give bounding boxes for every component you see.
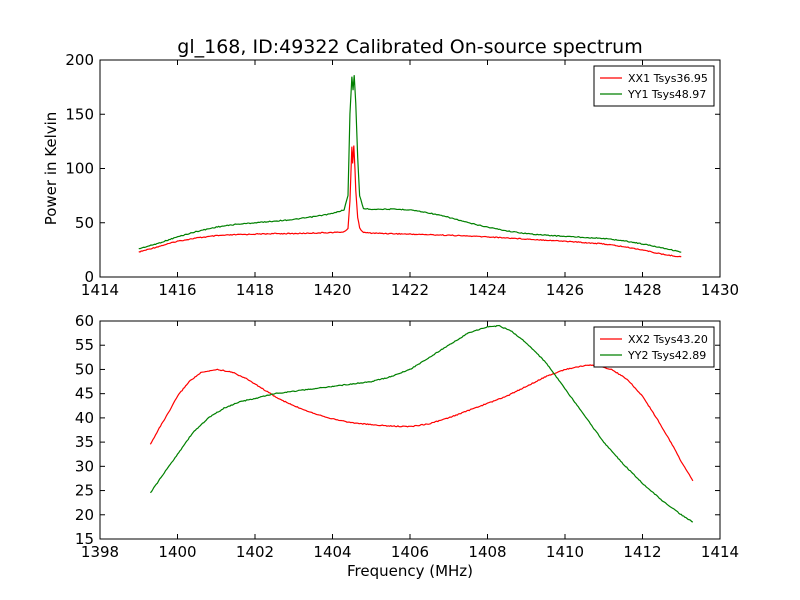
y-tick-label: 35 (75, 433, 94, 451)
series-line-top-0 (138, 145, 682, 258)
x-tick-label: 1412 (623, 543, 661, 561)
x-tick-label: 1422 (391, 281, 429, 299)
x-tick-label: 1414 (81, 281, 119, 299)
bottom-x-axis-label: Frequency (MHz) (347, 562, 473, 580)
bottom-spectrum-panel: 1398 1400 1402 1404 1406 1408 1410 1412 1414 15 20… (75, 312, 739, 580)
x-tick-label: 1424 (468, 281, 506, 299)
x-tick-label: 1402 (236, 543, 274, 561)
series-line-top-1 (138, 75, 682, 253)
legend-entry-label: XX1 Tsys36.95 (628, 72, 708, 85)
y-tick-label: 55 (75, 336, 94, 354)
top-y-axis-label: Power in Kelvin (42, 112, 60, 226)
y-tick-label: 15 (75, 530, 94, 548)
bottom-legend: XX2 Tsys43.20 YY2 Tsys42.89 (593, 326, 715, 368)
x-tick-label: 1426 (546, 281, 584, 299)
x-tick-label: 1416 (158, 281, 196, 299)
y-tick-label: 150 (65, 105, 94, 123)
top-axis-ticks: 1414 1416 1418 1420 1422 1424 1426 1428 1430 0 50 1… (65, 51, 739, 299)
legend-box (593, 326, 715, 368)
y-tick-label: 25 (75, 482, 94, 500)
series-line-bottom-1 (149, 324, 694, 523)
y-tick-label: 40 (75, 409, 94, 427)
top-series-lines (138, 75, 682, 258)
y-tick-label: 60 (75, 312, 94, 330)
bottom-axis-ticks: 1398 1400 1402 1404 1406 1408 1410 1412 1414 15 20… (75, 312, 739, 561)
legend-box (593, 65, 715, 107)
x-tick-label: 1406 (391, 543, 429, 561)
x-tick-label: 1404 (313, 543, 351, 561)
x-tick-label: 1400 (158, 543, 196, 561)
x-tick-label: 1418 (236, 281, 274, 299)
y-tick-label: 100 (65, 160, 94, 178)
x-tick-label: 1430 (701, 281, 739, 299)
legend-entry-label: XX2 Tsys43.20 (628, 333, 708, 346)
top-legend: XX1 Tsys36.95 YY1 Tsys48.97 (593, 65, 715, 107)
x-tick-label: 1408 (468, 543, 506, 561)
legend-entry-label: YY2 Tsys42.89 (627, 349, 706, 362)
y-tick-label: 50 (75, 214, 94, 232)
x-tick-label: 1428 (623, 281, 661, 299)
figure-title: gl_168, ID:49322 Calibrated On-source sp… (177, 36, 642, 58)
x-tick-label: 1414 (701, 543, 739, 561)
legend-entry-label: YY1 Tsys48.97 (627, 88, 706, 101)
y-tick-label: 30 (75, 457, 94, 475)
top-spectrum-panel: 1414 1416 1418 1420 1422 1424 1426 1428 1430 0 50 1… (42, 51, 739, 299)
x-tick-label: 1420 (313, 281, 351, 299)
y-tick-label: 45 (75, 385, 94, 403)
y-tick-label: 20 (75, 506, 94, 524)
x-tick-label: 1398 (81, 543, 119, 561)
y-tick-label: 50 (75, 360, 94, 378)
y-tick-label: 0 (84, 268, 94, 286)
x-tick-label: 1410 (546, 543, 584, 561)
y-tick-label: 200 (65, 51, 94, 69)
